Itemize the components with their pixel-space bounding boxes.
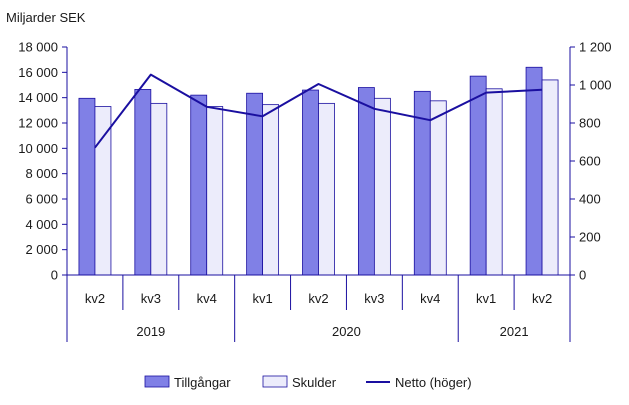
bar-skulder (262, 104, 280, 276)
category-label: kv3 (141, 291, 161, 306)
left-tick-label: 4 000 (25, 217, 58, 232)
netto-line (94, 73, 543, 149)
bar-tillg-ngar (190, 94, 208, 276)
legend-label: Tillgångar (174, 375, 231, 390)
left-tick-label: 16 000 (18, 65, 58, 80)
bar-skulder (373, 97, 391, 276)
right-tick-label: 0 (579, 268, 586, 283)
bar-tillg-ngar (525, 66, 543, 276)
category-labels: kv2 kv3 kv4 kv1 kv2 kv3 kv4 kv1 kv2 2019 2020 2021 (85, 291, 552, 339)
legend-swatch (262, 375, 288, 388)
bar-skulder (485, 88, 503, 276)
category-label: kv3 (364, 291, 384, 306)
category-label: kv1 (252, 291, 272, 306)
category-label: kv4 (420, 291, 440, 306)
bar-tillg-ngar (469, 75, 487, 276)
bar-tillg-ngar (78, 97, 96, 276)
right-tick-label: 600 (579, 154, 601, 169)
year-label: 2021 (500, 324, 529, 339)
legend: Tillgångar Skulder Netto (höger) (144, 375, 472, 390)
left-tick-label: 6 000 (25, 192, 58, 207)
line-series (94, 73, 543, 149)
bar-tillg-ngar (134, 89, 152, 276)
right-tick-label: 400 (579, 192, 601, 207)
category-label: kv1 (476, 291, 496, 306)
category-label: kv2 (532, 291, 552, 306)
bar-skulder (429, 100, 447, 276)
axes (66, 47, 571, 342)
unit-label: Miljarder SEK (6, 10, 86, 25)
bar-tillg-ngar (302, 89, 319, 276)
left-tick-label: 8 000 (25, 166, 58, 181)
left-tick-label: 14 000 (18, 90, 58, 105)
left-tick-label: 0 (51, 268, 58, 283)
left-tick-label: 10 000 (18, 141, 58, 156)
left-tick-label: 2 000 (25, 242, 58, 257)
bar-skulder (94, 106, 112, 276)
bar-skulder (206, 106, 224, 276)
category-label: kv2 (308, 291, 328, 306)
legend-swatch (144, 375, 170, 388)
right-tick-label: 1 000 (579, 78, 612, 93)
left-tick-label: 12 000 (18, 116, 58, 131)
legend-label: Skulder (292, 375, 337, 390)
bar-skulder (541, 79, 559, 276)
bar-series (78, 66, 559, 276)
right-tick-label: 1 200 (579, 40, 612, 55)
right-axis: 0 200 400 600 800 1 000 1 200 (570, 40, 612, 283)
bar-tillg-ngar (246, 92, 264, 276)
right-tick-label: 800 (579, 116, 601, 131)
category-label: kv4 (197, 291, 217, 306)
right-tick-label: 200 (579, 230, 601, 245)
legend-label: Netto (höger) (395, 375, 472, 390)
bar-skulder (318, 102, 335, 276)
bar-tillg-ngar (357, 87, 375, 276)
left-tick-label: 18 000 (18, 40, 58, 55)
left-axis: 0 2 000 4 000 6 000 8 000 10 000 12 000 14 000 1… (18, 40, 67, 283)
category-label: kv2 (85, 291, 105, 306)
year-label: 2019 (136, 324, 165, 339)
bar-skulder (150, 102, 168, 276)
year-label: 2020 (332, 324, 361, 339)
